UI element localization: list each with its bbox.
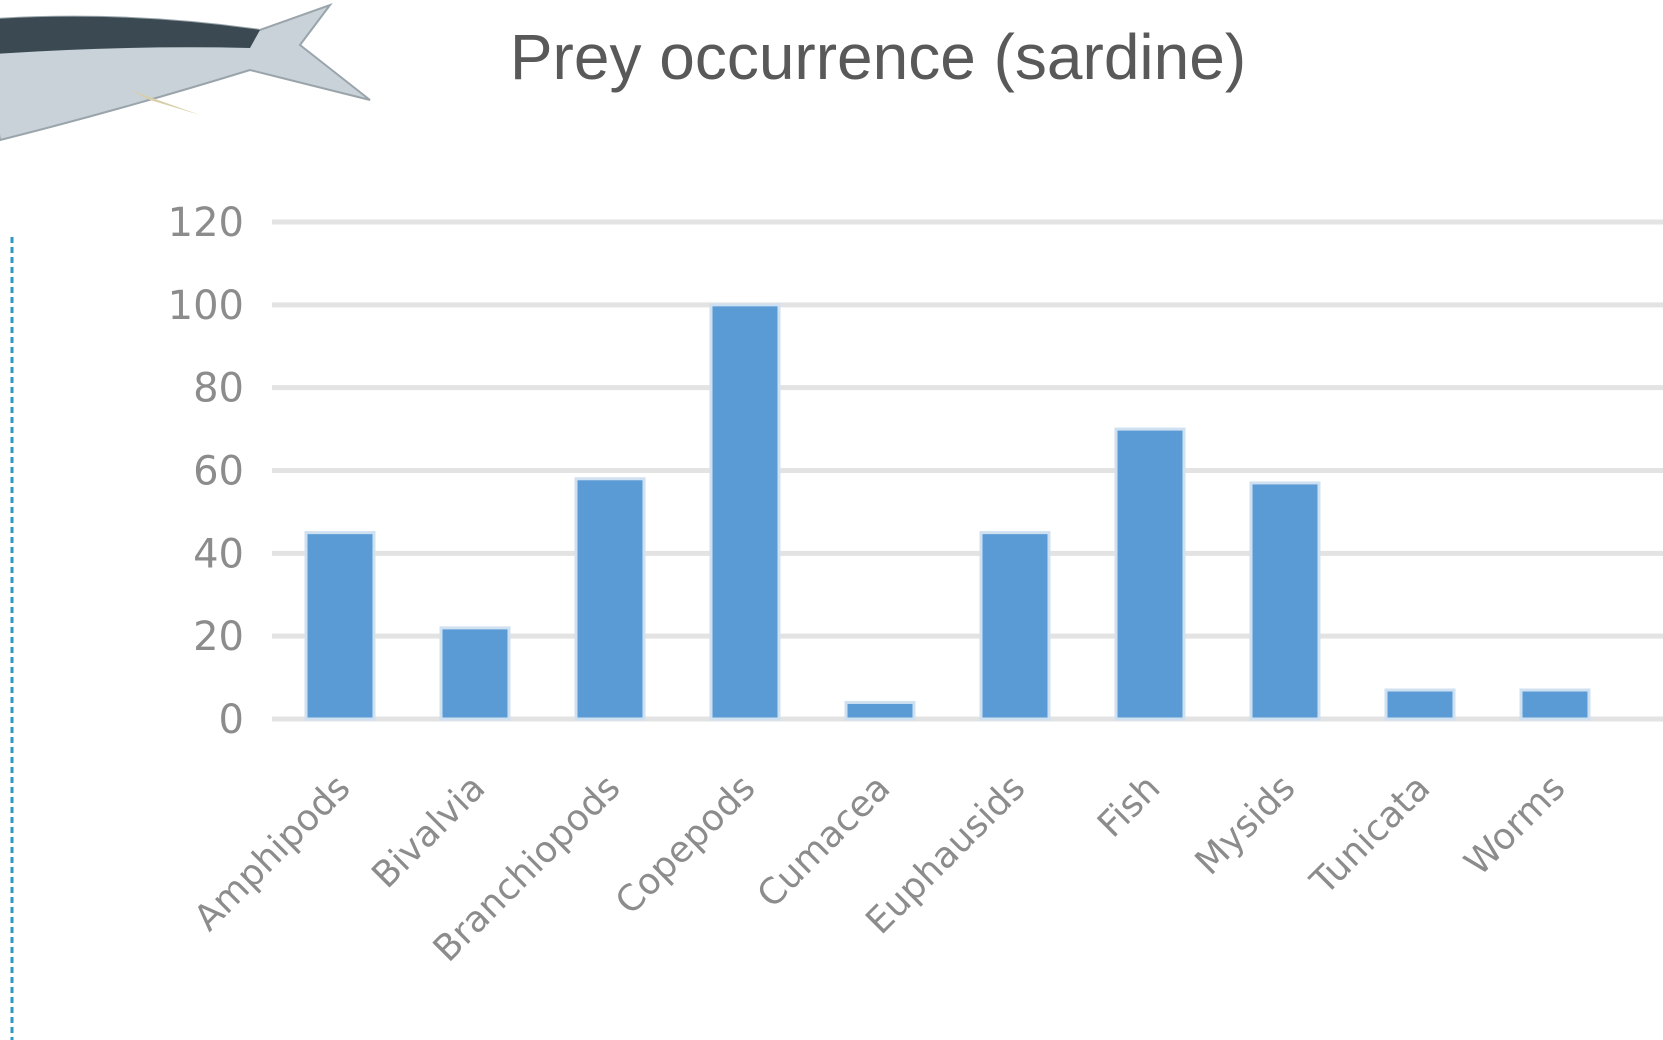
chart: Prey occurrence (sardine) 0 20 40 60 80 100 12… <box>0 0 1663 1040</box>
bar <box>846 702 914 719</box>
page: {"chart_data": {"type": "bar", "title": … <box>0 0 1663 1040</box>
bar <box>306 533 374 719</box>
bar <box>1386 690 1454 719</box>
bar <box>1521 690 1589 719</box>
chart-title: Prey occurrence (sardine) <box>510 21 1246 93</box>
bar <box>711 305 779 719</box>
x-tick-label: Fish <box>1090 767 1168 845</box>
y-tick-label: 0 <box>219 697 244 743</box>
y-tick-label: 120 <box>168 200 244 246</box>
x-tick-label: Copepods <box>608 767 763 922</box>
bar <box>441 628 509 719</box>
y-tick-label: 80 <box>193 366 244 412</box>
y-tick-label: 100 <box>168 283 244 329</box>
y-tick-label: 20 <box>193 614 244 660</box>
bar <box>1116 429 1184 719</box>
bar <box>576 479 644 719</box>
x-tick-label: Cumacea <box>750 767 899 916</box>
x-tick-label: Worms <box>1457 767 1573 883</box>
x-tick-label: Mysids <box>1188 767 1304 883</box>
y-tick-label: 40 <box>193 531 244 577</box>
fish-illustration <box>0 5 370 140</box>
x-tick-label: Bivalvia <box>364 767 493 896</box>
x-tick-label: Amphipods <box>187 767 359 939</box>
bar <box>981 533 1049 719</box>
y-tick-label: 60 <box>193 449 244 495</box>
bar <box>1251 483 1319 719</box>
x-tick-label: Tunicata <box>1302 767 1438 903</box>
